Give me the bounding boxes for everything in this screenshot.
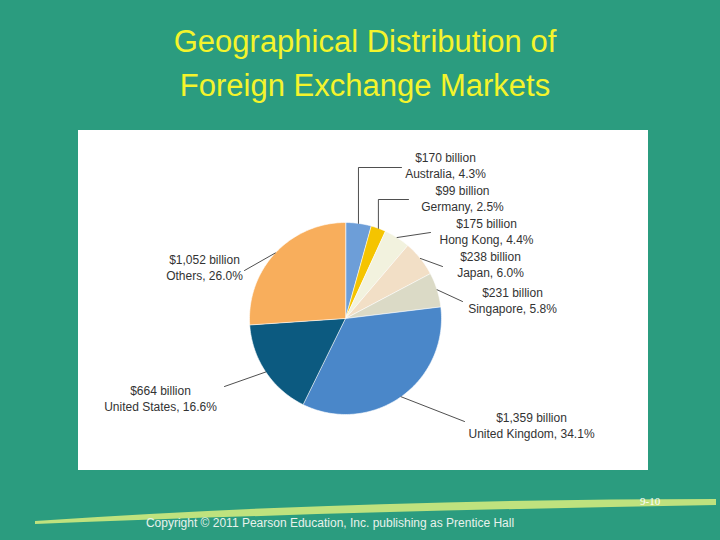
svg-text:$99 billion: $99 billion <box>435 184 489 198</box>
html-text:Geographical Distribution of F: Geographical Distribution of Foreign Exc… <box>173 24 557 103</box>
svg-text:Singapore, 5.8%: Singapore, 5.8% <box>468 302 557 316</box>
svg-text:Australia, 4.3%: Australia, 4.3% <box>405 167 486 181</box>
svg-text:Japan, 6.0%: Japan, 6.0% <box>457 266 524 280</box>
svg-text:Others, 26.0%: Others, 26.0% <box>166 269 243 283</box>
svg-text:$664 billion: $664 billion <box>130 384 191 398</box>
svg-text:$1,359 billion: $1,359 billion <box>496 411 567 425</box>
svg-text:$1,052 billion: $1,052 billion <box>169 253 240 267</box>
html-text:9-10: 9-10 <box>640 495 661 507</box>
svg-text:Hong Kong, 4.4%: Hong Kong, 4.4% <box>439 233 533 247</box>
svg-text:United Kingdom, 34.1%: United Kingdom, 34.1% <box>468 427 594 441</box>
svg-text:$175 billion: $175 billion <box>456 217 517 231</box>
svg-text:$170 billion: $170 billion <box>415 151 476 165</box>
svg-text:$231 billion: $231 billion <box>482 286 543 300</box>
svg-text:Germany, 2.5%: Germany, 2.5% <box>421 200 504 214</box>
html-text:Copyright © 2011 Pearson Educa: Copyright © 2011 Pearson Education, Inc.… <box>145 516 515 530</box>
svg-text:United States, 16.6%: United States, 16.6% <box>104 400 217 414</box>
svg-text:$238 billion: $238 billion <box>460 250 521 264</box>
